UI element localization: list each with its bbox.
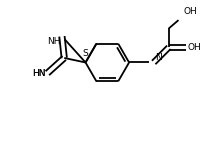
Text: NH: NH: [48, 37, 61, 46]
Text: N: N: [155, 53, 161, 61]
Text: S: S: [83, 49, 88, 58]
Text: HN: HN: [32, 69, 45, 78]
Text: HN: HN: [32, 69, 46, 78]
Text: OH: OH: [187, 43, 201, 52]
Text: OH: OH: [183, 7, 197, 16]
